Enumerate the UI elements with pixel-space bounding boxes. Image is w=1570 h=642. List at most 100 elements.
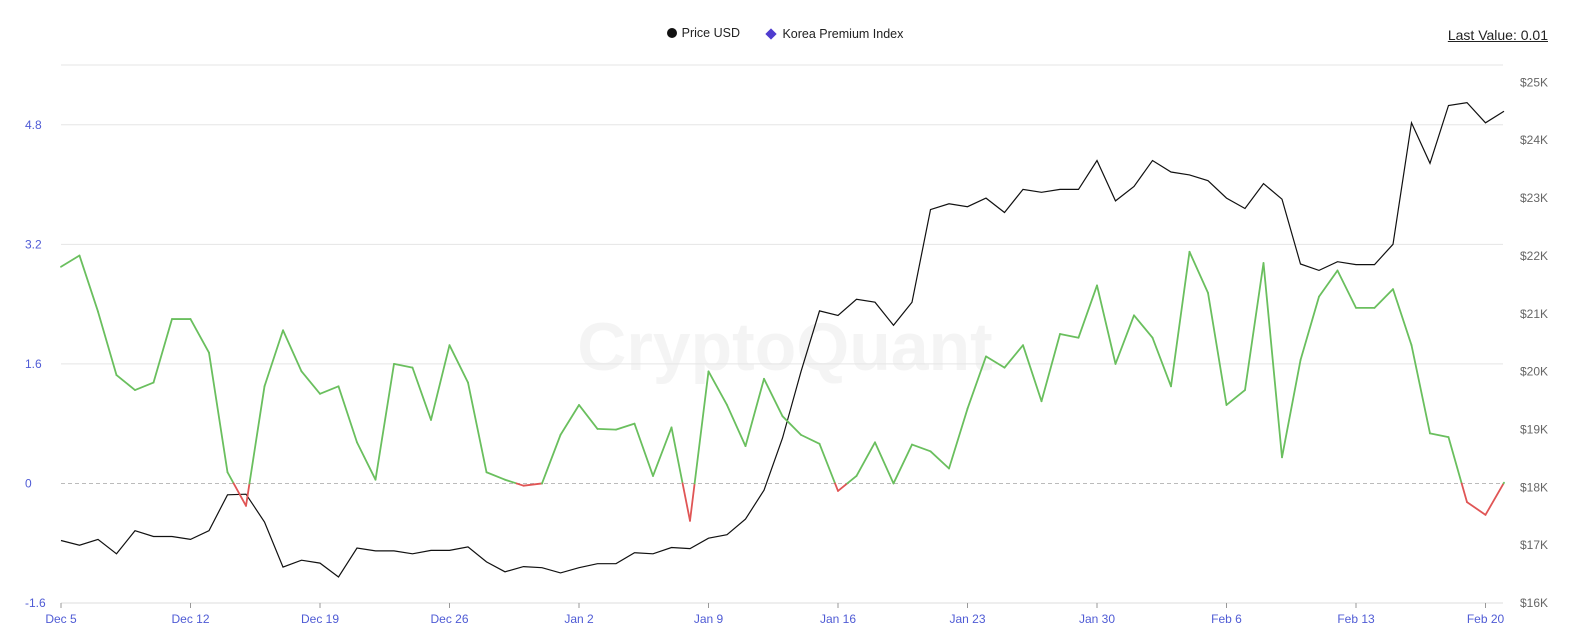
premium-segment [1170,250,1191,388]
grid-lines [61,64,1503,604]
premium-segment [467,381,488,474]
premium-segment [985,355,1006,369]
premium-segment [1447,436,1463,485]
premium-segment [1392,288,1413,347]
premium-segment [411,366,432,421]
premium-segment [337,385,358,444]
premium-segment [1040,333,1061,403]
x-tick-label: Jan 9 [694,612,724,626]
x-tick-label: Dec 19 [301,612,339,626]
premium-segment [818,442,836,485]
premium-segment [152,318,173,384]
x-tick-label: Jan 16 [820,612,856,626]
right-axis: $16K $17K $18K $19K $20K $21K $22K $23K $24K $25K [1520,75,1548,610]
premium-segment [1299,295,1320,362]
premium-segment [1207,292,1228,406]
left-tick-label: -1.6 [25,596,46,610]
last-value-label: Last Value: 0.01 [1447,27,1548,43]
legend-price-label: Price USD [681,26,740,40]
premium-segment [1188,250,1209,294]
premium-segment [1373,288,1394,309]
premium-segment [596,427,617,431]
premium-segment [60,254,81,268]
premium-segment [1484,482,1505,516]
premium-segment [615,422,636,431]
premium-segment [78,254,99,313]
premium-segment [515,482,525,487]
premium-segment [800,433,821,445]
premium-segment [448,344,469,384]
premium-segment [1133,314,1154,339]
premium-segment [681,482,691,522]
premium-segment [374,362,395,481]
premium-segment [670,426,684,485]
premium-segment [1077,284,1098,339]
x-tick-label: Dec 26 [430,612,468,626]
premium-series [60,250,1505,522]
premium-segment [874,441,895,485]
legend-premium-label: Korea Premium Index [782,27,904,41]
premium-segment [892,443,913,485]
premium-segment [744,377,765,447]
premium-segment [263,329,284,388]
left-tick-label: 0 [25,476,32,490]
premium-segment [245,482,251,507]
premium-segment [300,370,321,395]
premium-segment [1410,344,1431,435]
premium-segment [707,370,728,406]
premium-segment [115,374,136,391]
right-tick-label: $23K [1520,191,1548,205]
premium-segment [356,441,377,481]
x-tick-label: Jan 30 [1079,612,1115,626]
premium-segment [929,450,950,470]
premium-segment [1003,344,1024,369]
x-tick-label: Feb 13 [1337,612,1375,626]
x-tick-label: Feb 20 [1467,612,1505,626]
left-tick-label: 3.2 [25,237,42,251]
premium-segment [1114,314,1135,365]
right-tick-label: $20K [1520,365,1548,379]
premium-segment [208,351,229,474]
right-tick-label: $18K [1520,480,1548,494]
legend-premium[interactable]: Korea Premium Index [765,27,904,41]
left-tick-label: 4.8 [25,118,42,132]
premium-segment [430,344,451,421]
right-tick-label: $19K [1520,422,1548,436]
right-tick-label: $16K [1520,596,1548,610]
right-tick-label: $22K [1520,249,1548,263]
right-tick-label: $17K [1520,538,1548,552]
premium-segment [248,385,266,485]
premium-segment [693,370,710,485]
premium-segment [1460,482,1468,504]
premium-segment [485,471,506,481]
premium-segment [1318,269,1339,298]
legend-price[interactable]: Price USD [666,26,740,40]
watermark: CryptoQuant [577,309,993,385]
premium-segment [834,482,839,492]
x-tick-label: Jan 23 [949,612,985,626]
premium-segment [726,404,747,447]
premium-segment [134,381,155,391]
premium-segment [282,329,303,373]
premium-segment [763,377,784,418]
right-tick-label: $21K [1520,307,1548,321]
premium-segment [226,471,235,485]
premium-segment [948,407,969,470]
premium-segment [846,475,858,485]
premium-segment [633,422,654,477]
premium-segment [1022,344,1043,403]
premium-segment [837,482,849,492]
premium-segment [97,310,118,376]
premium-segment [652,426,673,477]
premium-segment [541,433,562,485]
premium-segment [855,441,876,477]
x-tick-label: Dec 5 [45,612,77,626]
premium-segment [522,482,543,487]
x-tick-label: Feb 6 [1211,612,1242,626]
left-tick-label: 1.6 [25,357,42,371]
price-series [60,101,1505,578]
premium-segment [1262,262,1283,459]
premium-segment [504,478,518,485]
x-tick-label: Dec 12 [171,612,209,626]
